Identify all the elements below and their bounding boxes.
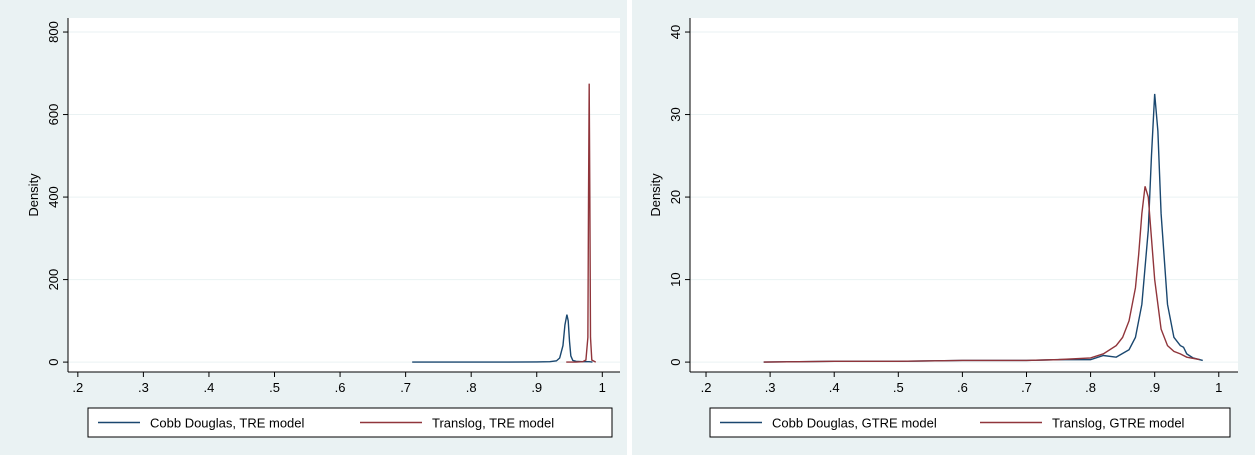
x-tick-label: .5 [269, 380, 280, 395]
legend-label: Cobb Douglas, TRE model [150, 416, 305, 431]
y-tick-label: 400 [46, 186, 61, 208]
legend-box [87, 407, 613, 438]
x-tick-label: .8 [1085, 380, 1096, 395]
x-tick-label: .9 [531, 380, 542, 395]
y-tick-label: 20 [668, 190, 683, 204]
x-tick-label: .5 [893, 380, 904, 395]
y-axis-label: Density [648, 173, 663, 217]
x-tick-label: .9 [1149, 380, 1160, 395]
x-tick-label: .7 [400, 380, 411, 395]
x-tick-label: .4 [829, 380, 840, 395]
y-tick-label: 0 [46, 358, 61, 365]
y-tick-label: 600 [46, 104, 61, 126]
x-tick-label: .4 [204, 380, 215, 395]
x-tick-label: 1 [599, 380, 606, 395]
x-tick-label: .2 [701, 380, 712, 395]
y-axis-label: Density [26, 173, 41, 217]
density-line [566, 83, 597, 363]
x-tick-label: .6 [335, 380, 346, 395]
y-tick-label: 200 [46, 269, 61, 291]
y-tick-label: 40 [668, 25, 683, 39]
plot-region [690, 18, 1238, 372]
y-tick-label: 0 [668, 358, 683, 365]
legend-label: Translog, TRE model [432, 416, 554, 431]
legend-label: Cobb Douglas, GTRE model [772, 416, 937, 431]
x-tick-label: .3 [765, 380, 776, 395]
legend-box [709, 407, 1231, 438]
x-tick-label: .6 [957, 380, 968, 395]
x-tick-label: .3 [138, 380, 149, 395]
x-tick-label: .8 [466, 380, 477, 395]
x-tick-label: 1 [1215, 380, 1222, 395]
x-tick-label: .7 [1021, 380, 1032, 395]
y-tick-label: 800 [46, 21, 61, 43]
density-line [412, 314, 593, 363]
y-tick-label: 10 [668, 272, 683, 286]
legend-label: Translog, GTRE model [1052, 416, 1185, 431]
density-line [763, 186, 1200, 363]
plot-region [68, 18, 620, 372]
x-tick-label: .2 [72, 380, 83, 395]
y-tick-label: 30 [668, 107, 683, 121]
